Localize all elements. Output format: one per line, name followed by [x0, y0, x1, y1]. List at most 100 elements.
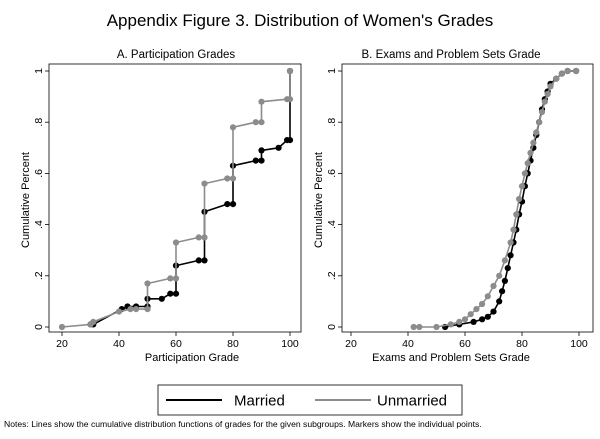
panel-a-married-point-22 — [286, 137, 294, 144]
panel-b-unmarried-point-2 — [433, 323, 440, 331]
panel-b-married-point-2 — [470, 318, 477, 325]
figure-note: Notes: Lines show the cumulative distrib… — [4, 419, 482, 429]
panel-a-unmarried-point-8 — [167, 275, 174, 282]
panel-b-ytick-label-3: .6 — [326, 169, 338, 178]
panel-a-married-point-7 — [158, 295, 165, 302]
panel-b-ytick-label-5: 1 — [326, 68, 338, 74]
panel-a-xtick-label-3: 80 — [227, 338, 239, 350]
panel-b-unmarried-point-14 — [510, 226, 517, 233]
panel-b-unmarried-point-24 — [538, 108, 546, 116]
panel-b-unmarried-point-9 — [484, 293, 491, 300]
panel-b-unmarried-point-12 — [501, 257, 508, 264]
panel-b-unmarried-point-30 — [564, 67, 571, 75]
panel-a-unmarried-point-4 — [127, 306, 134, 313]
panel-a-married-point-19 — [258, 147, 265, 154]
panel-b-married-point-4 — [484, 313, 491, 320]
panel-a-unmarried-point-9 — [172, 275, 180, 282]
panel-b-unmarried-point-1 — [416, 323, 423, 331]
panel-b-ytick-label-0: 0 — [326, 324, 338, 330]
figure-title: Appendix Figure 3. Distribution of Women… — [107, 11, 494, 30]
panel-b-ylabel: Cumulative Percent — [313, 152, 325, 248]
panel-b-unmarried-point-18 — [521, 170, 529, 177]
panel-b-married-point-5 — [490, 308, 497, 315]
panel-a-unmarried-point-5 — [133, 306, 140, 313]
panel-a-plot-frame — [48, 63, 302, 333]
panel-b-unmarried-point-27 — [547, 83, 554, 90]
panel-b-unmarried-point-26 — [544, 90, 551, 98]
panel-b-unmarried-point-25 — [541, 98, 548, 105]
panel-b-xlabel: Exams and Problem Sets Grade — [372, 352, 530, 364]
panel-a-ytick-label-1: .2 — [33, 271, 45, 280]
panel-a-married-point-15 — [229, 201, 237, 208]
panel-a-unmarried-point-21 — [286, 96, 294, 103]
panel-b-unmarried-point-6 — [467, 311, 474, 318]
panel-a-xtick-label-2: 60 — [170, 338, 182, 350]
legend-married-label: Married — [234, 393, 285, 410]
panel-a-married-line — [90, 71, 291, 326]
panel-b-married-line — [444, 70, 577, 328]
panel-a-unmarried-point-15 — [229, 175, 237, 182]
panel-a-married-point-8 — [167, 290, 174, 297]
panel-b-unmarried-point-8 — [479, 300, 486, 308]
panel-a-xlabel: Participation Grade — [145, 352, 239, 364]
panel-b-unmarried-point-0 — [410, 323, 417, 331]
panel-a-xtick-label-4: 100 — [281, 338, 299, 350]
panel-a-unmarried-point-7 — [144, 280, 151, 287]
panel-a-married-point-12 — [201, 257, 208, 264]
panel-a-unmarried-point-10 — [172, 239, 180, 246]
panel-a-unmarried-point-14 — [224, 175, 231, 182]
panel-b-unmarried-point-31 — [573, 67, 580, 75]
panel-a-ytick-label-2: .4 — [33, 220, 45, 229]
panel-b-xtick-label-1: 40 — [402, 338, 414, 350]
panel-a-ytick-label-0: 0 — [33, 324, 45, 330]
panel-a-unmarried-point-0 — [58, 323, 66, 331]
panel-b-unmarried-point-11 — [496, 272, 503, 279]
panel-a-unmarried-point-18 — [258, 119, 265, 126]
panel-a: A. Participation Grades Participation Gr… — [20, 49, 302, 364]
panel-b-unmarried-point-15 — [513, 211, 520, 218]
panel-b-unmarried-point-20 — [527, 149, 534, 156]
panel-b-unmarried-point-21 — [530, 139, 537, 146]
panel-a-xtick-label-0: 20 — [56, 338, 68, 350]
panel-b-married-point-6 — [496, 298, 503, 305]
panel-b-married-point-9 — [504, 265, 511, 272]
legend: Married Unmarried — [157, 384, 463, 416]
panel-a-married-point-11 — [195, 257, 202, 264]
panel-a-unmarried-point-16 — [229, 124, 237, 131]
panel-b-married-point-8 — [501, 277, 508, 284]
panel-a-married-point-20 — [275, 144, 282, 151]
panel-b-married-point-10 — [507, 252, 514, 259]
panel-b-unmarried-point-29 — [558, 70, 566, 77]
panel-a-unmarried-point-13 — [201, 180, 208, 187]
panel-b-unmarried-point-10 — [490, 282, 497, 290]
legend-unmarried-label: Unmarried — [377, 393, 447, 410]
panel-b-ytick-label-4: .8 — [326, 118, 338, 127]
panel-b-xtick-label-0: 20 — [345, 338, 357, 350]
panel-a-ylabel: Cumulative Percent — [20, 152, 32, 248]
panel-a-unmarried-point-12 — [201, 234, 208, 241]
panel-b-unmarried-point-3 — [447, 321, 454, 328]
panel-a-unmarried-point-11 — [195, 234, 202, 241]
panel-a-unmarried-point-6 — [144, 306, 151, 313]
panel-b-married-point-3 — [479, 316, 486, 323]
panel-b-ytick-label-1: .2 — [326, 271, 338, 280]
panel-b-xtick-label-2: 60 — [459, 338, 471, 350]
panel-a-unmarried-point-3 — [115, 308, 123, 315]
panel-a-married-point-18 — [258, 157, 265, 164]
panel-a-unmarried-point-19 — [258, 98, 265, 105]
panel-b-unmarried-point-13 — [507, 239, 514, 246]
panel-b-plot-frame — [341, 63, 594, 333]
panel-a-ytick-label-4: .8 — [33, 118, 45, 127]
panel-a-ytick-label-5: 1 — [33, 68, 45, 74]
panel-a-married-point-9 — [172, 290, 180, 297]
panel-a-married-point-17 — [252, 157, 259, 164]
panel-b-unmarried-point-5 — [461, 316, 469, 323]
panel-a-married-point-14 — [224, 201, 231, 208]
panel-b-unmarried-point-19 — [524, 160, 531, 167]
panel-a-unmarried-point-17 — [252, 119, 259, 126]
panel-b-xtick-label-4: 100 — [570, 338, 588, 350]
panel-b: B. Exams and Problem Sets Grade Exams an… — [313, 49, 594, 364]
panel-a-ytick-label-3: .6 — [33, 169, 45, 178]
panel-a-xtick-label-1: 40 — [113, 338, 125, 350]
